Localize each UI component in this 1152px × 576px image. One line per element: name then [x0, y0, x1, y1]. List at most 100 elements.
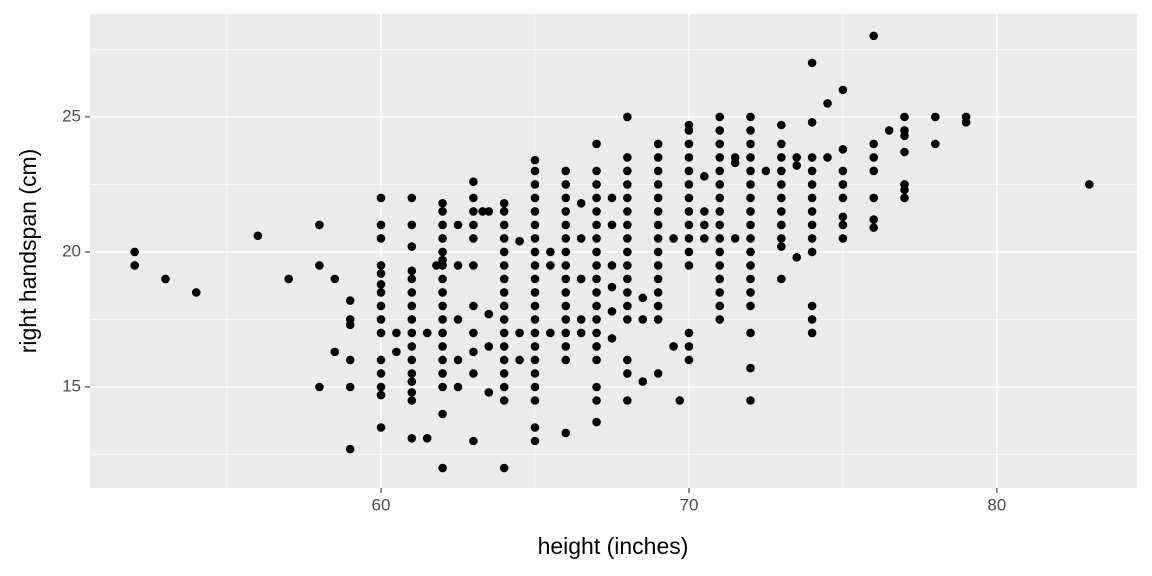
point [438, 409, 447, 419]
point [823, 153, 832, 162]
point [453, 315, 463, 324]
point [592, 247, 601, 257]
point [746, 301, 755, 311]
point [607, 307, 617, 316]
point [561, 315, 571, 324]
point [376, 261, 386, 270]
point [561, 288, 571, 297]
point [530, 355, 540, 365]
point [453, 355, 463, 365]
point [715, 180, 725, 189]
point [746, 363, 755, 373]
point [623, 153, 632, 162]
point [700, 220, 709, 230]
point [561, 301, 571, 311]
point [469, 436, 478, 446]
point [746, 234, 755, 243]
point [499, 396, 509, 405]
point [376, 423, 386, 432]
point [746, 180, 755, 189]
point [592, 417, 601, 427]
point [592, 261, 601, 270]
point [607, 334, 617, 343]
point [838, 220, 848, 230]
point [715, 112, 725, 122]
point [592, 180, 601, 189]
point [900, 193, 909, 203]
point [530, 436, 540, 446]
point [438, 288, 447, 297]
point [746, 139, 755, 149]
point [592, 139, 601, 149]
point [653, 274, 663, 284]
point [700, 207, 709, 216]
point [715, 234, 725, 243]
point [715, 288, 725, 297]
point [746, 126, 755, 135]
point [130, 247, 139, 257]
point [438, 234, 447, 243]
point [484, 207, 494, 216]
point [530, 220, 540, 230]
point [315, 261, 324, 270]
point [607, 193, 617, 203]
point [623, 369, 632, 378]
point [807, 193, 817, 203]
point [961, 118, 971, 127]
point [730, 234, 740, 243]
point [653, 247, 663, 257]
point [623, 315, 632, 324]
point [376, 315, 386, 324]
point [376, 269, 386, 278]
x-tick-label: 60 [372, 495, 391, 514]
point [499, 261, 509, 270]
point [869, 223, 879, 232]
point [684, 166, 694, 176]
point [607, 220, 617, 230]
point [561, 180, 571, 189]
point [884, 126, 894, 135]
point [930, 112, 940, 122]
point [807, 234, 817, 243]
point [478, 207, 487, 216]
point [576, 315, 586, 324]
point [561, 328, 571, 338]
point [530, 247, 540, 257]
point [499, 355, 509, 365]
point [930, 139, 940, 149]
point [869, 215, 879, 224]
point [561, 274, 571, 284]
point [838, 180, 848, 189]
point [432, 261, 441, 270]
point [777, 193, 786, 203]
point [715, 220, 725, 230]
point [653, 180, 663, 189]
point [807, 58, 817, 68]
point [807, 153, 817, 162]
point [438, 207, 447, 216]
point [515, 355, 524, 365]
point [484, 342, 494, 351]
x-axis-title: height (inches) [538, 533, 689, 559]
point [807, 166, 817, 176]
point [469, 234, 478, 243]
point [130, 261, 139, 270]
point [515, 328, 524, 338]
point [792, 153, 802, 162]
point [530, 288, 540, 297]
point [638, 293, 648, 303]
point [592, 234, 601, 243]
point [653, 166, 663, 176]
point [592, 301, 601, 311]
point [315, 382, 324, 392]
point [499, 328, 509, 338]
point [345, 320, 355, 330]
point [669, 342, 678, 351]
point [638, 377, 648, 386]
point [438, 369, 447, 378]
point [592, 342, 601, 351]
point [592, 355, 601, 365]
point [869, 153, 879, 162]
point [869, 193, 879, 203]
point [777, 139, 786, 149]
